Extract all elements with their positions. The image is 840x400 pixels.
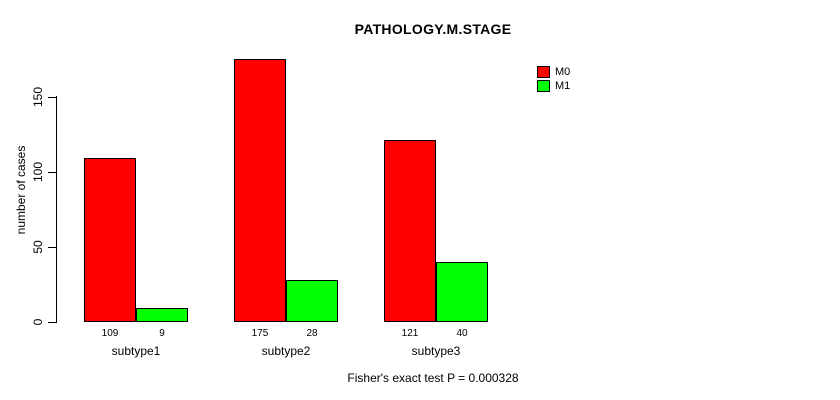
y-tick-mark [48,97,57,98]
bar-value-label: 109 [101,328,119,339]
y-tick-label-text: 100 [31,161,45,183]
category-label-subtype1: subtype1 [111,344,161,358]
y-tick-mark [48,247,57,248]
y-tick-label-text: 50 [31,240,45,254]
legend-label: M0 [555,66,571,78]
category-label-subtype3: subtype3 [411,344,461,358]
bar-value-label: 175 [251,328,269,339]
chart-title: PATHOLOGY.M.STAGE [354,21,512,37]
legend-label: M1 [555,80,571,92]
y-tick-mark [48,172,57,173]
legend-item-M1: M1 [537,79,570,93]
legend: M0 M1 [537,65,570,93]
y-tick-mark [48,322,57,323]
bar-subtype3-M1 [436,262,488,322]
bar-subtype1-M0 [84,158,136,322]
bar-subtype3-M0 [384,140,436,322]
bar-subtype1-M1 [136,308,188,322]
bar-subtype2-M0 [234,59,286,322]
y-axis-line [56,96,57,323]
y-axis-label-text: number of cases [14,145,28,235]
stat-annotation: Fisher's exact test P = 0.000328 [347,371,519,385]
bar-value-label: 121 [401,328,419,339]
legend-swatch-M0 [537,66,550,78]
y-tick-label-text: 0 [31,318,45,326]
bar-value-label: 28 [306,328,318,339]
category-label-subtype2: subtype2 [261,344,311,358]
legend-swatch-M1 [537,80,550,92]
bar-subtype2-M1 [286,280,338,322]
y-tick-label-text: 150 [31,86,45,108]
bar-value-label: 9 [159,328,165,339]
bar-value-label: 40 [456,328,468,339]
legend-item-M0: M0 [537,65,570,79]
